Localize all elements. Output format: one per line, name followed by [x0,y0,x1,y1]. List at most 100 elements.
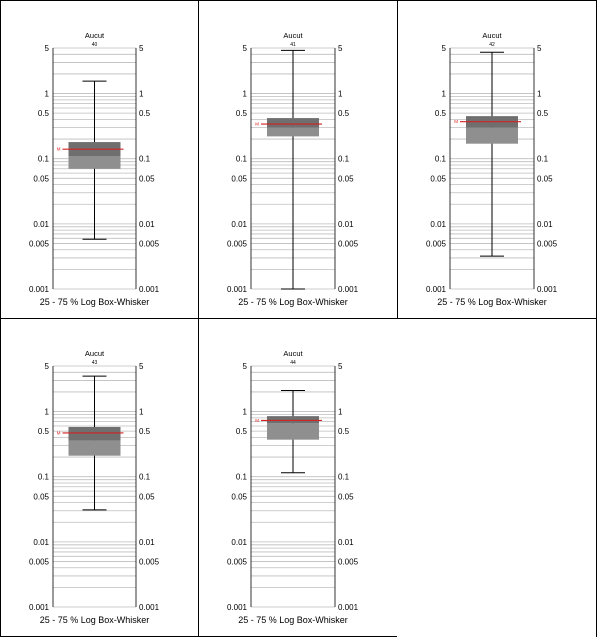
y-tick-label-right: 1 [338,408,343,417]
chart-title: Aucut [85,31,105,40]
y-tick-label-left: 0.001 [426,285,447,294]
chart-panel-2: Aucut 41 5 5 1 1 0.5 0.5 0.1 0.1 0.05 0.05 0.01 0.01 0… [198,0,398,319]
boxplot-chart-1: Aucut 40 5 5 1 1 0.5 0.5 0.1 0.1 0.05 0.05 0.01 0.01 0… [29,31,160,307]
mean-label: M [255,418,259,423]
box-upper-half [267,416,319,424]
y-tick-label-right: 0.001 [139,285,160,294]
y-tick-label-right: 1 [537,90,542,99]
x-axis-label: 25 - 75 % Log Box-Whisker [238,297,348,307]
y-tick-label-right: 0.01 [139,220,155,229]
y-tick-label-left: 0.1 [236,473,248,482]
boxplot-chart-4: Aucut 43 5 5 1 1 0.5 0.5 0.1 0.1 0.05 0.05 0.01 0.01 0… [29,349,160,625]
y-tick-label-right: 0.5 [139,427,151,436]
y-tick-label-right: 0.01 [338,220,354,229]
x-axis-label: 25 - 75 % Log Box-Whisker [40,615,150,625]
mean-label: M [255,122,259,127]
boxplot-chart-2: Aucut 41 5 5 1 1 0.5 0.5 0.1 0.1 0.05 0.05 0.01 0.01 0… [227,31,359,307]
chart-subtitle: 43 [92,360,98,366]
y-tick-label-left: 0.05 [33,492,49,501]
y-tick-label-right: 0.001 [139,603,160,612]
y-tick-label-right: 5 [338,44,343,53]
y-tick-label-left: 0.05 [33,174,49,183]
y-tick-label-right: 5 [537,44,542,53]
y-tick-label-left: 1 [243,408,248,417]
y-tick-label-left: 1 [243,90,248,99]
chart-subtitle: 44 [290,360,296,366]
y-tick-label-left: 0.01 [430,220,446,229]
y-tick-label-right: 5 [338,362,343,371]
y-tick-label-right: 0.1 [139,155,151,164]
chart-panel-5: Aucut 44 5 5 1 1 0.5 0.5 0.1 0.1 0.05 0.05 0.01 0.01 0… [198,318,398,637]
mean-label: M [57,147,61,152]
empty-panel [397,318,597,637]
box-lower-half [267,423,319,440]
y-tick-label-left: 0.001 [29,603,50,612]
y-tick-label-right: 0.5 [537,109,549,118]
chart-subtitle: 41 [290,42,296,48]
y-tick-label-right: 0.05 [338,492,354,501]
chart-panel-1: Aucut 40 5 5 1 1 0.5 0.5 0.1 0.1 0.05 0.05 0.01 0.01 0… [0,0,199,319]
y-tick-label-right: 0.005 [537,239,558,248]
y-tick-label-right: 0.005 [338,557,359,566]
y-tick-label-left: 0.5 [38,427,50,436]
y-tick-label-right: 1 [139,408,144,417]
y-tick-label-left: 0.005 [227,557,248,566]
y-tick-label-left: 0.001 [29,285,50,294]
y-tick-label-left: 0.005 [426,239,447,248]
y-tick-label-right: 1 [338,90,343,99]
y-tick-label-right: 0.01 [338,538,354,547]
y-tick-label-left: 0.01 [231,220,247,229]
y-tick-label-left: 0.5 [236,109,248,118]
chart-panel-3: Aucut 42 5 5 1 1 0.5 0.5 0.1 0.1 0.05 0.05 0.01 0.01 0… [397,0,597,319]
y-tick-label-right: 0.1 [338,155,350,164]
y-tick-label-right: 0.005 [139,239,160,248]
y-tick-label-right: 0.01 [139,538,155,547]
y-tick-label-left: 0.5 [38,109,50,118]
box-upper-half [267,118,319,128]
y-tick-label-right: 0.005 [139,557,160,566]
y-tick-label-left: 0.1 [38,473,50,482]
y-tick-label-right: 0.001 [338,603,359,612]
y-tick-label-left: 0.01 [33,220,49,229]
y-tick-label-right: 0.05 [537,174,553,183]
y-tick-label-left: 0.1 [435,155,447,164]
box-lower-half [68,440,121,456]
y-tick-label-left: 0.005 [29,239,50,248]
y-tick-label-left: 0.005 [227,239,248,248]
chart-title: Aucut [85,349,105,358]
x-axis-label: 25 - 75 % Log Box-Whisker [238,615,348,625]
boxplot-chart-5: Aucut 44 5 5 1 1 0.5 0.5 0.1 0.1 0.05 0.05 0.01 0.01 0… [227,349,359,625]
y-tick-label-left: 1 [442,90,447,99]
y-tick-label-right: 0.5 [338,427,350,436]
y-tick-label-left: 0.5 [236,427,248,436]
chart-title: Aucut [283,349,303,358]
y-tick-label-left: 5 [243,362,248,371]
box-upper-half [68,426,121,441]
y-tick-label-right: 1 [139,90,144,99]
y-tick-label-right: 0.1 [338,473,350,482]
x-axis-label: 25 - 75 % Log Box-Whisker [40,297,150,307]
y-tick-label-left: 0.01 [33,538,49,547]
y-tick-label-left: 0.05 [430,174,446,183]
y-tick-label-right: 0.5 [338,109,350,118]
y-tick-label-left: 1 [45,90,50,99]
boxplot-chart-3: Aucut 42 5 5 1 1 0.5 0.5 0.1 0.1 0.05 0.05 0.01 0.01 0… [426,31,558,307]
y-tick-label-right: 5 [139,44,144,53]
box-lower-half [466,127,518,144]
y-tick-label-left: 1 [45,408,50,417]
y-tick-label-right: 0.05 [139,174,155,183]
y-tick-label-left: 0.001 [227,285,248,294]
y-tick-label-right: 0.001 [537,285,558,294]
chart-title: Aucut [283,31,303,40]
y-tick-label-right: 5 [139,362,144,371]
y-tick-label-left: 5 [45,362,50,371]
y-tick-label-left: 5 [45,44,50,53]
chart-subtitle: 42 [489,42,495,48]
y-tick-label-left: 5 [243,44,248,53]
y-tick-label-right: 0.05 [338,174,354,183]
y-tick-label-right: 0.01 [537,220,553,229]
mean-label: M [57,430,61,435]
chart-title: Aucut [482,31,502,40]
y-tick-label-left: 0.005 [29,557,50,566]
y-tick-label-right: 0.1 [537,155,549,164]
